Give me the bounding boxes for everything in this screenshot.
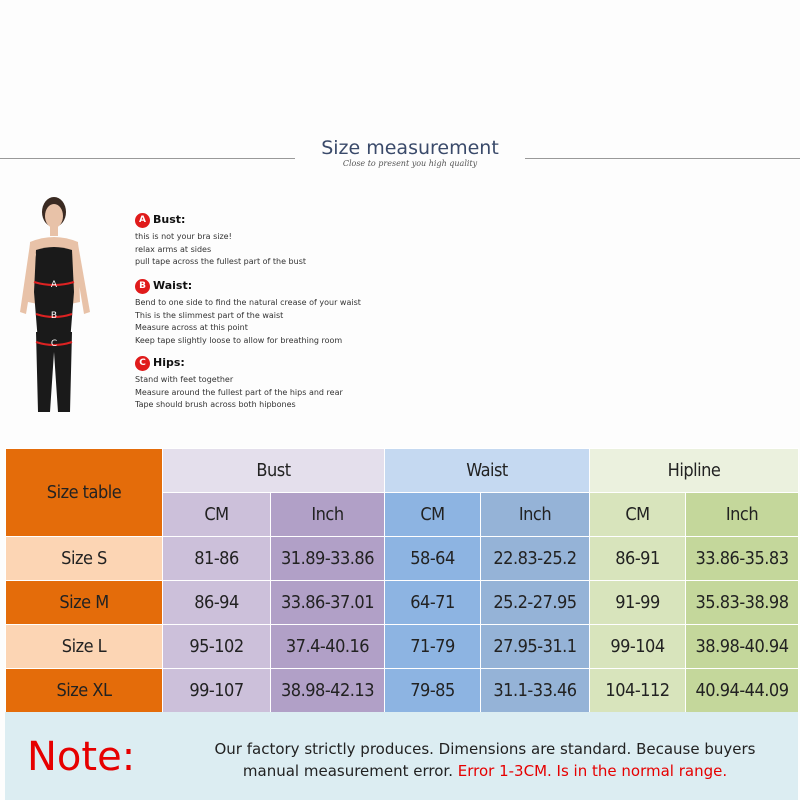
- note-text-error: Error 1-3CM. Is in the normal range.: [457, 762, 728, 780]
- table-cell: 38.98-40.94: [685, 624, 799, 669]
- size-label: Size XL: [5, 668, 163, 713]
- size-label: Size L: [5, 624, 163, 669]
- guide-line: relax arms at sides: [135, 244, 212, 254]
- guide-line: Keep tape slightly loose to allow for br…: [135, 335, 343, 345]
- divider-right: [525, 158, 800, 159]
- model-figure: A B C: [20, 197, 90, 412]
- guide-line: pull tape across the fullest part of the…: [135, 257, 307, 266]
- table-cell: 22.83-25.2: [480, 536, 590, 581]
- table-cell: 33.86-35.83: [685, 536, 799, 581]
- guide-line: Measure around the fullest part of the h…: [135, 387, 343, 397]
- svg-text:B: B: [51, 311, 57, 321]
- guide-title: Waist:: [153, 279, 193, 293]
- guide-line: Bend to one side to find the natural cre…: [135, 298, 361, 307]
- table-cell: 79-85: [384, 668, 481, 713]
- group-header-waist: Waist: [384, 448, 590, 493]
- table-cell: 64-71: [384, 580, 481, 625]
- guide-line: Measure across at this point: [135, 323, 248, 332]
- table-cell: 37.4-40.16: [270, 624, 385, 669]
- guide-line: This is the slimmest part of the waist: [135, 310, 284, 320]
- guide-title: Hips:: [153, 356, 185, 370]
- table-cell: 35.83-38.98: [685, 580, 799, 625]
- table-cell: 38.98-42.13: [270, 668, 385, 713]
- badge-c-icon: C: [135, 356, 150, 371]
- table-cell: 31.89-33.86: [270, 536, 385, 581]
- table-cell: 40.94-44.09: [685, 668, 799, 713]
- unit-header: Inch: [480, 492, 590, 537]
- table-cell: 95-102: [162, 624, 271, 669]
- guide-hips: C Hips: Stand with feet together Measure …: [135, 356, 343, 412]
- page-subtitle: Close to present you high quality: [342, 159, 478, 168]
- unit-header: Inch: [685, 492, 799, 537]
- table-cell: 91-99: [589, 580, 686, 625]
- guide-line: Stand with feet together: [135, 375, 234, 384]
- size-table: Size table Bust Waist Hipline CM Inch CM In…: [5, 448, 799, 713]
- guide-title: Bust:: [153, 213, 186, 227]
- divider-left: [0, 158, 295, 159]
- note-label: Note:: [27, 734, 136, 780]
- table-cell: 81-86: [162, 536, 271, 581]
- table-row: Size M 86-94 33.86-37.01 64-71 25.2-27.95 91-…: [5, 580, 799, 625]
- unit-header: CM: [589, 492, 686, 537]
- table-cell: 86-91: [589, 536, 686, 581]
- table-cell: 99-107: [162, 668, 271, 713]
- group-header-bust: Bust: [162, 448, 385, 493]
- table-row: Size XL 99-107 38.98-42.13 79-85 31.1-33.46 1…: [5, 668, 799, 713]
- page-title: Size measurement: [321, 137, 499, 159]
- table-cell: 104-112: [589, 668, 686, 713]
- size-label: Size M: [5, 580, 163, 625]
- guide-line: this is not your bra size!: [135, 232, 232, 241]
- svg-text:A: A: [51, 280, 58, 290]
- size-label: Size S: [5, 536, 163, 581]
- unit-header: Inch: [270, 492, 385, 537]
- table-cell: 58-64: [384, 536, 481, 581]
- svg-text:C: C: [51, 339, 57, 349]
- badge-a-icon: A: [135, 213, 150, 228]
- guide-waist: B Waist: Bend to one side to find the nat…: [135, 279, 361, 347]
- unit-header: CM: [162, 492, 271, 537]
- table-cell: 33.86-37.01: [270, 580, 385, 625]
- table-cell: 99-104: [589, 624, 686, 669]
- table-cell: 31.1-33.46: [480, 668, 590, 713]
- note-text: Our factory strictly produces. Dimension…: [185, 738, 785, 782]
- table-row: Size S 81-86 31.89-33.86 58-64 22.83-25.2 86-…: [5, 536, 799, 581]
- table-row: Size L 95-102 37.4-40.16 71-79 27.95-31.1 99-…: [5, 624, 799, 669]
- unit-header: CM: [384, 492, 481, 537]
- note-text-main: Our factory strictly produces. Dimension…: [214, 740, 756, 780]
- table-cell: 27.95-31.1: [480, 624, 590, 669]
- table-cell: 86-94: [162, 580, 271, 625]
- table-cell: 25.2-27.95: [480, 580, 590, 625]
- guide-line: Tape should brush across both hipbones: [135, 400, 296, 409]
- note-box: Note: Our factory strictly produces. Dim…: [5, 712, 798, 800]
- badge-b-icon: B: [135, 279, 150, 294]
- guide-bust: A Bust: this is not your bra size! relax …: [135, 213, 306, 269]
- table-cell: 71-79: [384, 624, 481, 669]
- table-corner: Size table: [5, 448, 163, 537]
- group-header-hipline: Hipline: [589, 448, 799, 493]
